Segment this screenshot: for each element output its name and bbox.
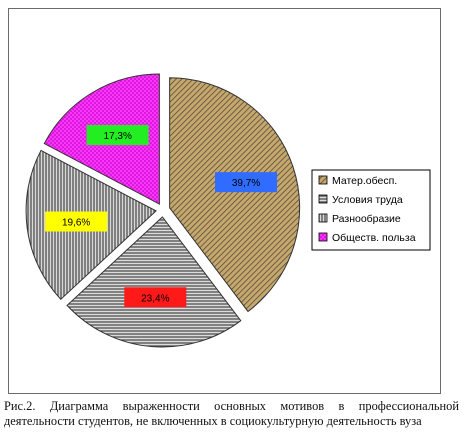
- legend-box: [311, 169, 431, 251]
- legend-label: Обществ. польза: [332, 232, 416, 244]
- legend-swatch: [318, 232, 328, 242]
- caption-line-1: Рис.2. Диаграмма выраженности основных м…: [4, 399, 459, 413]
- value-label: 19,6%: [62, 218, 90, 229]
- value-label: 23,4%: [141, 293, 169, 304]
- value-label-box: [215, 172, 278, 193]
- pie-slice: [169, 77, 301, 313]
- pie-slice: [66, 216, 242, 348]
- value-label-box: [45, 211, 108, 232]
- legend-label: Условия труда: [332, 194, 403, 206]
- value-label-box: [124, 287, 187, 308]
- legend-swatch: [318, 213, 328, 223]
- legend-label: Матер.обесп.: [332, 175, 397, 187]
- legend: Матер.обесп. Условия труда Разнообразие Общ…: [311, 169, 431, 251]
- value-label: 39,7%: [232, 178, 260, 189]
- legend-label: Разнообразие: [332, 213, 401, 225]
- figure-caption: Рис.2. Диаграмма выраженности основных м…: [4, 399, 459, 429]
- caption-line-2: деятельности студентов, не включенных в …: [4, 414, 422, 428]
- value-label: 17,3%: [104, 131, 132, 142]
- value-label-box: [86, 125, 149, 146]
- legend-swatch: [318, 194, 328, 204]
- legend-swatch: [318, 175, 328, 185]
